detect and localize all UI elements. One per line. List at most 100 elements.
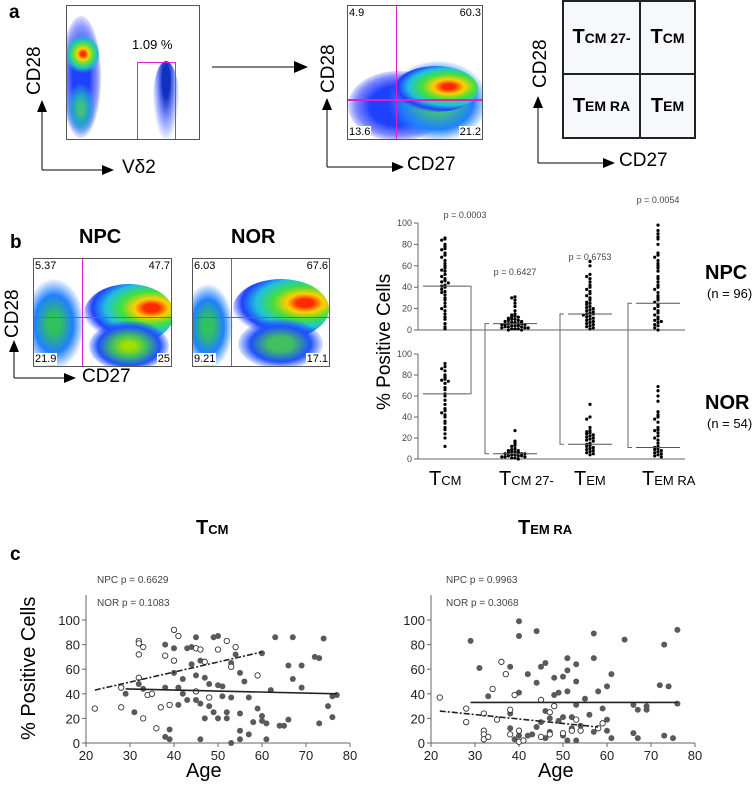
data-point-npc: [538, 719, 544, 726]
data-point-npc: [526, 326, 530, 330]
data-point-npc: [656, 311, 660, 315]
data-point-npc: [656, 324, 660, 328]
data-point-npc: [171, 669, 177, 676]
data-point-npc: [443, 301, 447, 305]
data-point-npc: [179, 676, 186, 683]
nor-title: NOR: [231, 226, 276, 248]
x-tick-label: 70: [299, 748, 313, 760]
data-point-nor: [443, 432, 447, 436]
data-point-npc: [237, 710, 243, 717]
data-point-nor: [443, 381, 447, 385]
data-point-nor: [91, 705, 98, 712]
data-point-nor: [659, 452, 663, 456]
data-point-npc: [653, 307, 657, 311]
data-point-npc: [223, 709, 230, 716]
density-blob: [153, 61, 179, 139]
data-point-nor: [588, 446, 592, 451]
data-point-npc: [254, 705, 261, 712]
axis-arrows: [322, 98, 404, 172]
data-point-npc: [656, 682, 663, 689]
data-point-npc: [443, 258, 447, 263]
y-tick-label: 80: [402, 239, 412, 249]
data-point-npc: [228, 740, 235, 746]
data-point-npc: [588, 298, 592, 302]
data-point-npc: [520, 325, 524, 329]
x-axis-label-age: Age: [186, 760, 222, 782]
data-point-nor: [656, 394, 660, 398]
data-point-npc: [590, 728, 597, 735]
arrow-icon: [212, 61, 308, 73]
data-point-nor: [523, 455, 527, 459]
y-tick-label: 60: [411, 662, 425, 677]
data-point-npc: [440, 290, 444, 295]
y-tick-label: 60: [402, 391, 412, 401]
data-point-npc: [653, 287, 657, 291]
data-point-nor: [653, 436, 657, 440]
data-point-npc: [653, 255, 657, 259]
data-point-nor: [513, 446, 517, 451]
data-point-npc: [443, 272, 447, 276]
data-point-npc: [237, 727, 243, 734]
data-point-npc: [674, 626, 681, 633]
data-point-nor: [515, 727, 523, 734]
tcm-title: TCM: [196, 517, 229, 539]
y-tick-label: 20: [402, 304, 412, 314]
data-point-npc: [513, 309, 517, 313]
data-point-npc: [590, 655, 597, 662]
data-point-npc: [215, 632, 221, 639]
data-point-npc: [259, 712, 265, 719]
data-point-npc: [630, 730, 637, 737]
data-point-npc: [443, 304, 447, 309]
gate-percent: 1.09 %: [132, 37, 173, 52]
data-point-npc: [585, 294, 589, 298]
data-point-npc: [585, 287, 589, 291]
data-point-nor: [214, 646, 222, 653]
data-point-npc: [443, 247, 447, 251]
data-point-npc: [263, 736, 270, 743]
temra-nor-p: NOR p = 0.3068: [446, 598, 519, 609]
data-point-npc: [656, 223, 660, 227]
data-point-npc: [564, 655, 571, 662]
data-point-npc: [245, 694, 252, 701]
data-point-npc: [467, 637, 474, 644]
data-point-npc: [193, 634, 199, 641]
data-point-nor: [162, 652, 169, 659]
scheme-tem: T EM: [650, 94, 685, 117]
y-tick-label: 100: [397, 349, 412, 359]
x-axis-label: Vδ2: [122, 157, 156, 178]
data-point-nor: [656, 389, 660, 393]
data-point-nor: [591, 452, 595, 456]
data-point-npc: [585, 309, 589, 313]
data-point-npc: [443, 269, 447, 273]
nor-n: (n = 54): [707, 416, 753, 431]
x-category-label: TEM RA: [642, 468, 696, 490]
data-point-nor: [443, 436, 447, 440]
y-axis-label: CD28: [318, 44, 339, 93]
density-blob: [34, 279, 84, 366]
data-point-npc: [171, 645, 177, 652]
y-tick-label: 100: [397, 218, 412, 228]
data-point-nor: [520, 454, 524, 458]
data-point-nor: [443, 415, 447, 419]
data-point-npc: [653, 318, 657, 322]
data-point-nor: [546, 731, 553, 738]
quadrant-value-ur: 47.7: [147, 260, 171, 272]
data-point-nor: [653, 417, 657, 421]
data-point-nor: [175, 632, 182, 640]
data-point-nor: [166, 701, 173, 709]
y-tick-label: 40: [402, 282, 412, 292]
y-tick-label: 60: [402, 261, 412, 271]
data-point-nor: [498, 658, 505, 665]
axis-arrows: [37, 100, 114, 175]
data-point-nor: [140, 643, 147, 651]
data-point-npc: [588, 324, 592, 328]
data-point-npc: [135, 680, 142, 687]
data-point-npc: [533, 724, 540, 731]
data-point-npc: [656, 280, 660, 284]
axis-arrows: [533, 96, 615, 168]
quadrant-line-vertical: [82, 259, 83, 366]
data-point-nor: [510, 450, 514, 454]
data-point-npc: [281, 722, 287, 729]
data-point-npc: [653, 326, 657, 330]
